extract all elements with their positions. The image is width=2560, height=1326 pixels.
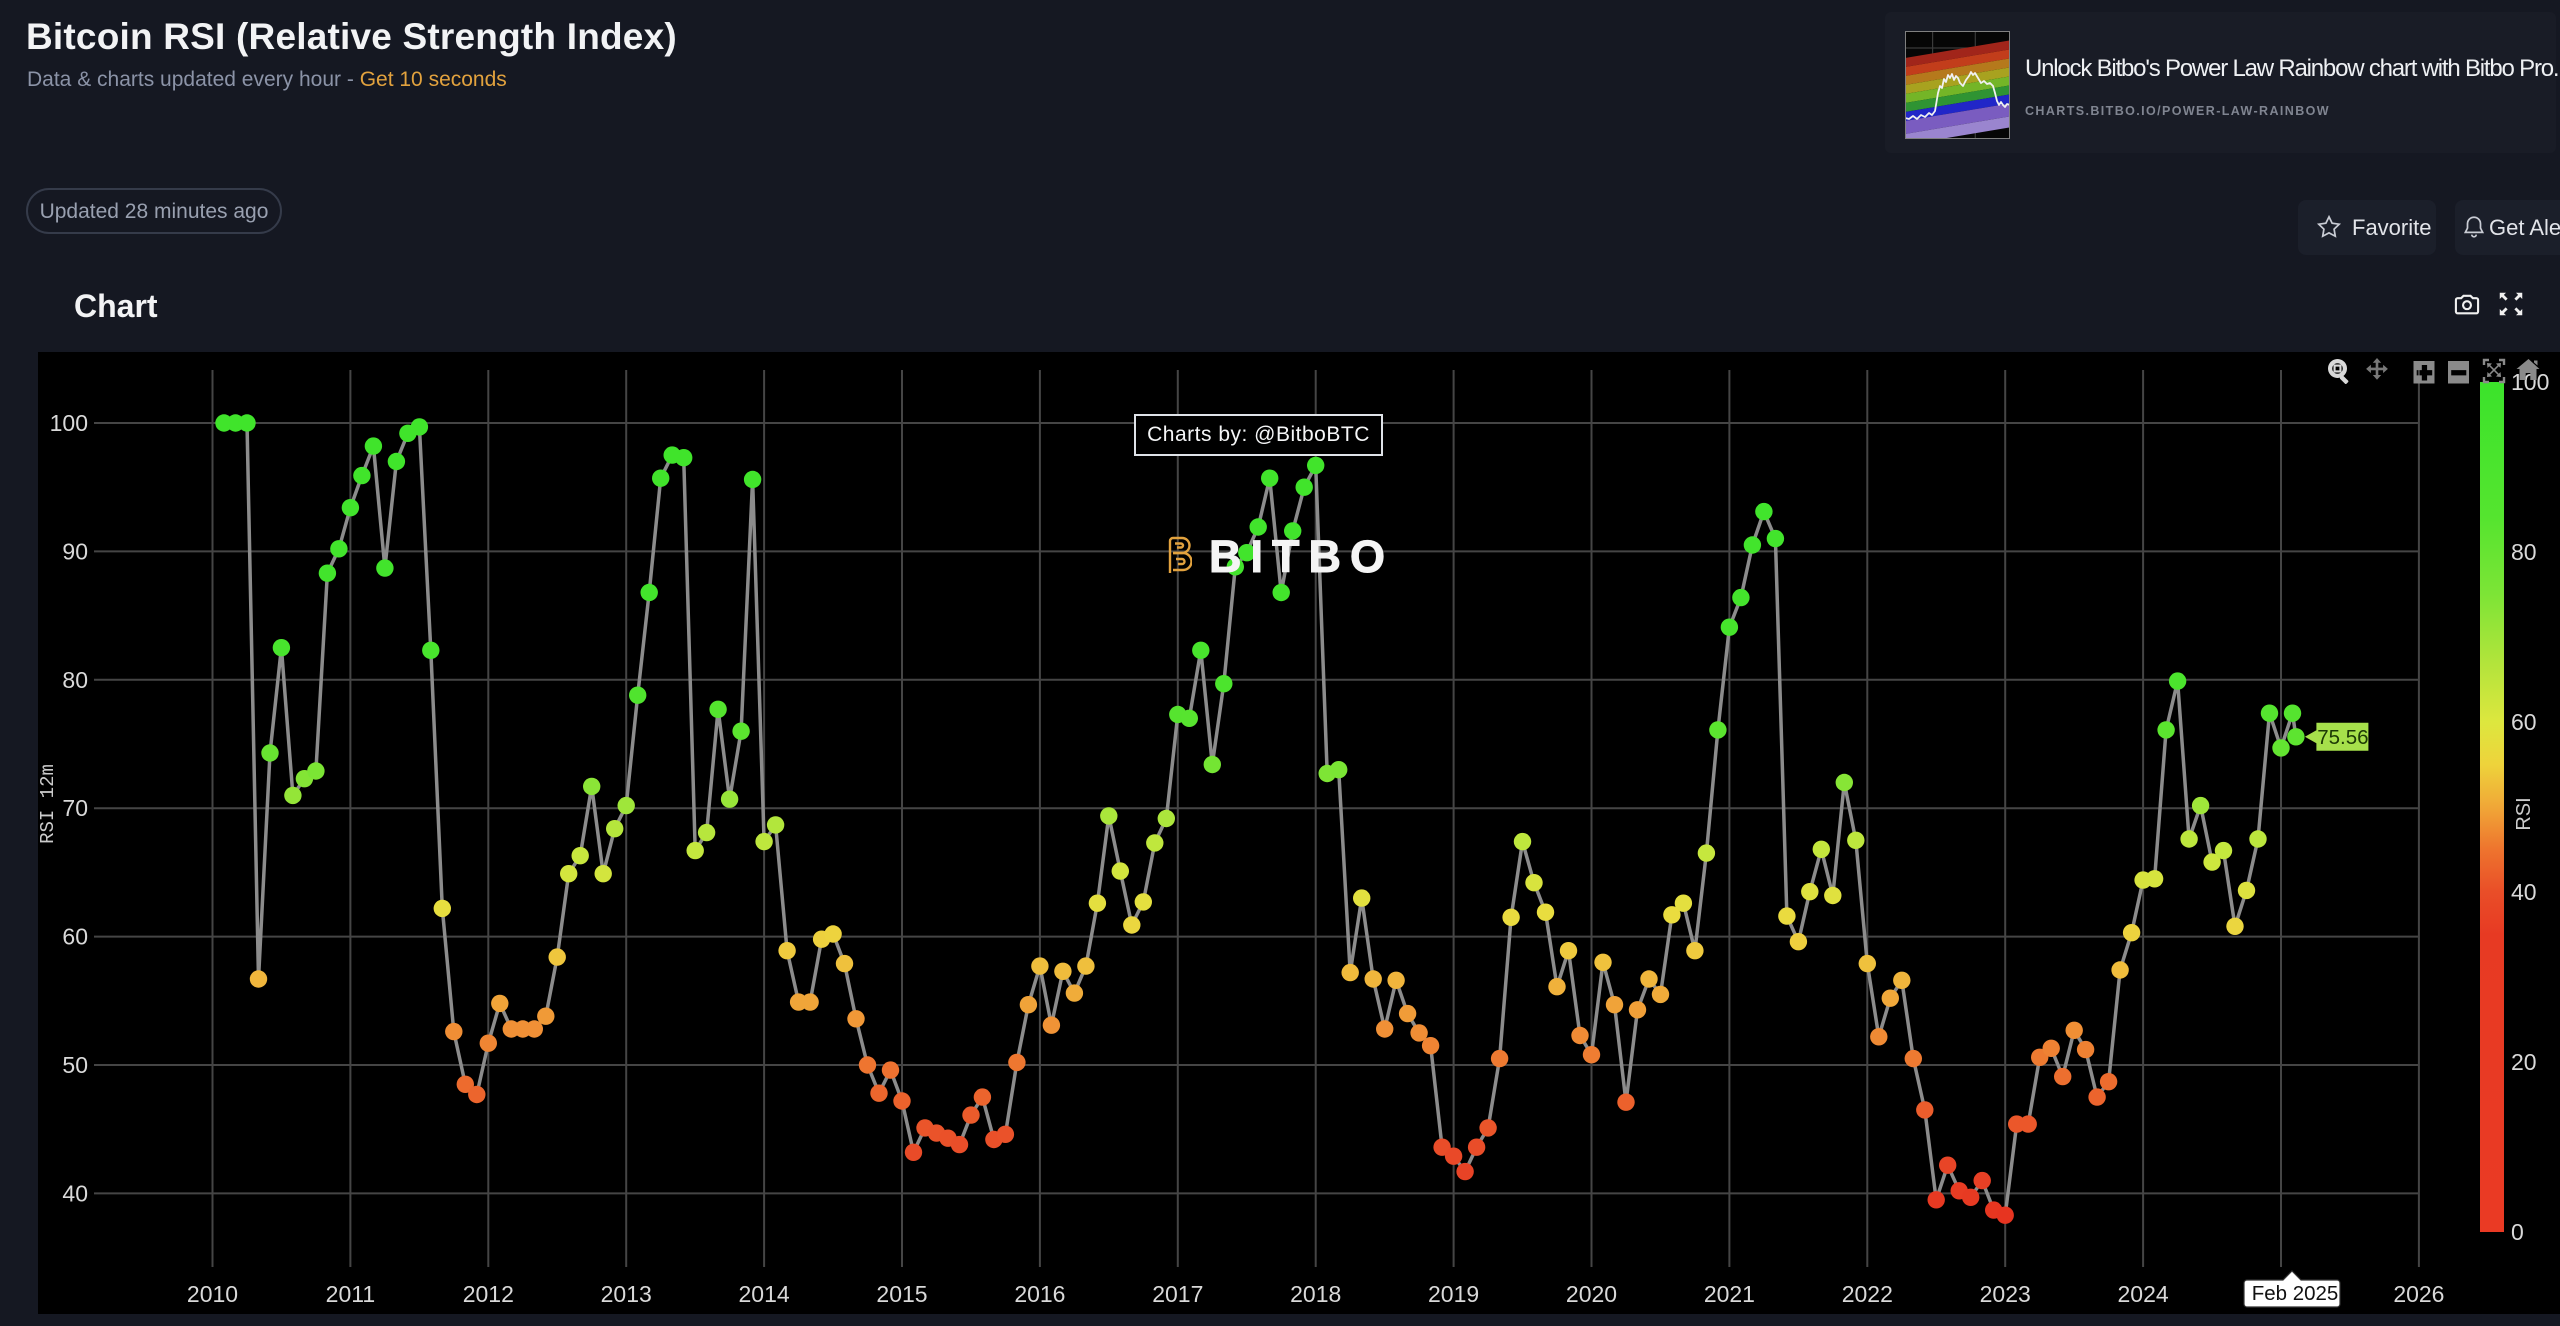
svg-text:Feb 2025: Feb 2025 (2252, 1282, 2339, 1305)
svg-text:40: 40 (62, 1180, 88, 1206)
svg-text:90: 90 (62, 538, 88, 564)
svg-text:RSI: RSI (2513, 797, 2535, 830)
svg-text:2014: 2014 (739, 1281, 790, 1307)
svg-text:2010: 2010 (187, 1281, 238, 1307)
svg-text:70: 70 (62, 795, 88, 821)
svg-text:75.56: 75.56 (2317, 726, 2368, 749)
svg-text:2012: 2012 (463, 1281, 514, 1307)
svg-text:20: 20 (2511, 1049, 2537, 1075)
svg-text:2024: 2024 (2118, 1281, 2169, 1307)
svg-text:2021: 2021 (1704, 1281, 1755, 1307)
svg-text:80: 80 (2511, 539, 2537, 565)
svg-text:2016: 2016 (1014, 1281, 1065, 1307)
svg-text:2022: 2022 (1842, 1281, 1893, 1307)
svg-text:80: 80 (62, 667, 88, 693)
svg-text:60: 60 (62, 924, 88, 950)
svg-text:2019: 2019 (1428, 1281, 1479, 1307)
svg-text:2015: 2015 (876, 1281, 927, 1307)
svg-text:50: 50 (62, 1052, 88, 1078)
svg-text:2018: 2018 (1290, 1281, 1341, 1307)
svg-text:2020: 2020 (1566, 1281, 1617, 1307)
svg-text:100: 100 (2511, 369, 2549, 395)
svg-text:60: 60 (2511, 709, 2537, 735)
svg-text:2023: 2023 (1980, 1281, 2031, 1307)
svg-text:2017: 2017 (1152, 1281, 1203, 1307)
svg-text:2011: 2011 (326, 1281, 375, 1307)
svg-text:2013: 2013 (601, 1281, 652, 1307)
svg-text:40: 40 (2511, 879, 2537, 905)
svg-text:RSI 12m: RSI 12m (37, 764, 59, 844)
svg-text:0: 0 (2511, 1219, 2524, 1245)
svg-text:100: 100 (50, 410, 88, 436)
svg-text:2026: 2026 (2393, 1281, 2444, 1307)
